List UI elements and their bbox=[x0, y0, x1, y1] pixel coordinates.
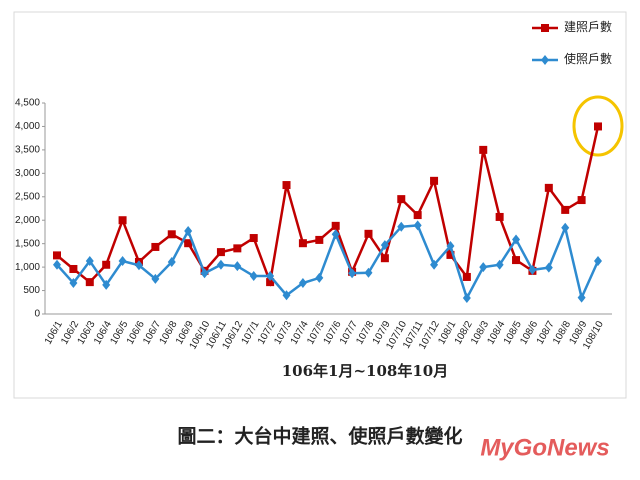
marker bbox=[380, 240, 389, 251]
marker bbox=[594, 122, 602, 131]
marker bbox=[53, 259, 61, 270]
marker bbox=[380, 254, 389, 263]
marker bbox=[594, 256, 602, 267]
marker bbox=[348, 268, 357, 279]
y-tick-label: 3,500 bbox=[15, 145, 40, 156]
marker bbox=[282, 181, 291, 190]
y-tick-label: 500 bbox=[23, 285, 40, 296]
marker bbox=[102, 279, 111, 290]
marker bbox=[249, 271, 258, 282]
marker bbox=[561, 222, 570, 233]
marker bbox=[364, 267, 373, 278]
marker bbox=[233, 244, 242, 253]
marker bbox=[430, 176, 439, 185]
marker bbox=[184, 239, 193, 248]
legend-label: 使照戶數 bbox=[564, 51, 612, 66]
marker bbox=[69, 278, 78, 289]
marker bbox=[315, 272, 324, 283]
legend-marker bbox=[541, 55, 549, 65]
marker bbox=[184, 226, 193, 237]
highlight-circle bbox=[572, 95, 624, 157]
marker bbox=[118, 256, 127, 267]
marker bbox=[118, 216, 127, 225]
marker bbox=[462, 272, 471, 281]
marker bbox=[167, 256, 176, 267]
marker bbox=[85, 256, 94, 267]
marker bbox=[577, 196, 586, 205]
marker bbox=[446, 250, 455, 259]
marker bbox=[331, 229, 340, 240]
marker bbox=[331, 221, 340, 230]
marker bbox=[282, 290, 291, 301]
y-tick-label: 4,000 bbox=[15, 121, 40, 132]
marker bbox=[512, 256, 521, 265]
marker bbox=[561, 205, 570, 214]
marker bbox=[413, 211, 422, 220]
marker bbox=[462, 293, 471, 304]
marker bbox=[397, 221, 406, 232]
y-tick-label: 2,500 bbox=[15, 191, 40, 202]
y-tick-label: 0 bbox=[34, 309, 40, 320]
y-tick-label: 1,000 bbox=[15, 262, 40, 273]
marker bbox=[479, 145, 488, 154]
legend-label: 建照戶數 bbox=[564, 20, 612, 34]
marker bbox=[479, 262, 488, 273]
marker bbox=[364, 229, 373, 238]
marker bbox=[167, 230, 176, 239]
marker bbox=[151, 273, 160, 284]
marker bbox=[53, 251, 61, 260]
marker bbox=[85, 278, 94, 287]
x-axis-title: 106年1月~108年10月 bbox=[282, 362, 449, 380]
marker bbox=[216, 248, 225, 257]
marker bbox=[151, 242, 160, 251]
marker bbox=[233, 261, 242, 272]
marker bbox=[495, 259, 504, 270]
marker bbox=[577, 292, 586, 303]
marker bbox=[249, 234, 258, 243]
marker bbox=[512, 234, 521, 245]
marker bbox=[298, 239, 307, 248]
marker bbox=[315, 235, 324, 244]
legend-marker bbox=[541, 24, 549, 32]
marker bbox=[69, 264, 78, 273]
marker bbox=[544, 262, 553, 273]
y-tick-label: 3,000 bbox=[15, 168, 40, 179]
marker bbox=[413, 220, 422, 231]
caption: 圖二：大台中建照、使照戶數變化 bbox=[177, 425, 462, 448]
marker bbox=[200, 268, 209, 279]
marker bbox=[102, 260, 111, 269]
marker bbox=[430, 259, 439, 270]
y-tick-label: 1,500 bbox=[15, 238, 40, 249]
marker bbox=[298, 278, 307, 289]
marker bbox=[397, 195, 406, 204]
marker bbox=[266, 278, 275, 287]
chart-frame bbox=[13, 11, 627, 399]
marker bbox=[266, 271, 275, 282]
marker bbox=[544, 183, 553, 192]
y-tick-label: 2,000 bbox=[15, 215, 40, 226]
marker bbox=[446, 241, 455, 252]
watermark: MyGoNews bbox=[480, 434, 609, 461]
series-line bbox=[56, 223, 600, 302]
marker bbox=[134, 260, 143, 271]
y-tick-label: 4,500 bbox=[15, 98, 40, 109]
marker bbox=[495, 212, 504, 221]
marker bbox=[528, 264, 537, 275]
series-line bbox=[56, 126, 600, 287]
marker bbox=[216, 259, 225, 270]
